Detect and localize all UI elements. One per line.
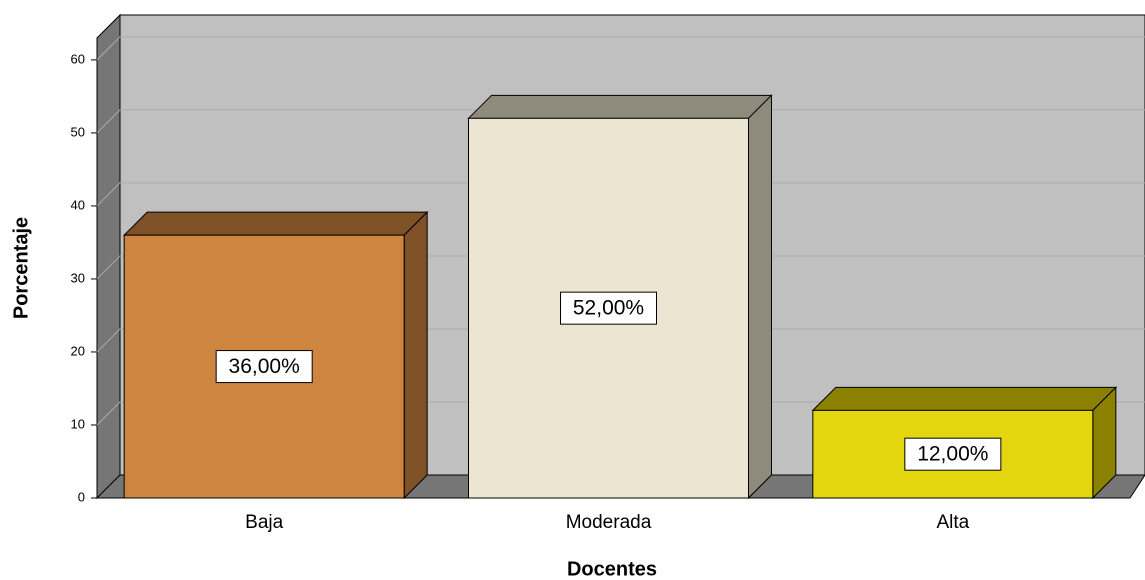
- value-label-box: [215, 350, 313, 384]
- x-axis-title: Docentes: [567, 558, 657, 580]
- value-label: 12,00%: [917, 443, 988, 466]
- y-axis-title: Porcentaje: [10, 217, 32, 319]
- y-tick-label: 40: [71, 197, 85, 212]
- y-tick-label: 20: [71, 343, 85, 358]
- y-tick-label: 10: [71, 416, 85, 431]
- bar-top: [811, 386, 1118, 411]
- y-tick-label: 30: [71, 270, 85, 285]
- grid-line: [96, 328, 1145, 353]
- grid-line: [96, 36, 1145, 61]
- bar-side: [403, 210, 428, 500]
- grid-line: [96, 401, 1145, 426]
- grid-line: [96, 182, 1145, 207]
- bar-top: [467, 94, 773, 119]
- left-wall: [96, 13, 121, 500]
- y-tick-label: 50: [71, 124, 85, 139]
- grid-line: [96, 109, 1145, 134]
- grid-line: [96, 255, 1145, 280]
- x-tick-label: Baja: [245, 512, 283, 533]
- bar-top: [122, 211, 429, 236]
- value-label-box: [560, 291, 657, 325]
- value-label-box: [904, 437, 1002, 471]
- x-tick-label: Moderada: [566, 512, 652, 533]
- x-tick-label: Alta: [936, 512, 969, 533]
- y-tick-label: 60: [71, 51, 85, 66]
- bar-side: [748, 94, 772, 500]
- value-label: 52,00%: [573, 297, 644, 320]
- value-label: 36,00%: [229, 355, 300, 378]
- y-tick-label: 0: [78, 489, 85, 504]
